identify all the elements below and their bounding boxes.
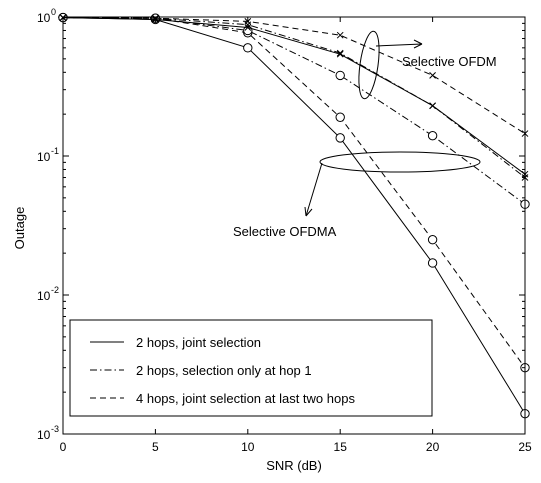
series-3-point-4 (335, 70, 345, 81)
y-tick-exponent-0: 0 (51, 7, 56, 17)
series-line-5 (62, 17, 526, 135)
series-6-point-4 (336, 49, 344, 57)
ofdma-arrow-head (304, 206, 313, 217)
x-tick-label-10: 10 (241, 440, 255, 454)
series-line-4 (62, 17, 526, 175)
plot-frame (62, 16, 526, 435)
ofdm-arrow-head (413, 39, 423, 49)
y-tick-label-1: 10 (37, 150, 51, 164)
x-tick-label-5: 5 (152, 440, 159, 454)
x-tick-label-25: 25 (518, 440, 532, 454)
series-2-point-4 (335, 112, 345, 122)
y-tick-label-3: 10 (37, 428, 51, 442)
series-1-point-4 (335, 133, 345, 143)
legend-label-1: 2 hops, joint selection (136, 335, 261, 350)
series-4-point-3 (244, 24, 252, 31)
x-tick-label-20: 20 (426, 440, 440, 454)
series-line-2 (62, 17, 526, 368)
series-6-point-3 (244, 21, 252, 29)
series-5-point-4 (336, 31, 344, 39)
legend: 2 hops, joint selection 2 hops, selection… (69, 319, 433, 417)
ofdma-arrow-line (305, 162, 323, 217)
ofdm-arrow-line (375, 43, 423, 47)
legend-label-2: 2 hops, selection only at hop 1 (136, 363, 312, 378)
y-tick-label-0: 10 (37, 11, 51, 25)
y-axis-label: Outage (12, 207, 27, 250)
y-tick-label-2: 10 (37, 289, 51, 303)
y-tick-exponent-1: -1 (51, 146, 59, 156)
legend-box (69, 319, 433, 417)
x-tick-label-15: 15 (334, 440, 348, 454)
x-axis-label: SNR (dB) (266, 458, 322, 473)
series-2-point-5 (427, 234, 438, 245)
series-line-3 (62, 17, 526, 205)
annotations: Selective OFDM Selective OFDMA (233, 30, 497, 239)
y-tick-exponent-3: -3 (51, 424, 59, 434)
series-6-point-5 (429, 102, 436, 110)
ofdm-group-ellipse (358, 30, 380, 100)
legend-label-3: 4 hops, joint selection at last two hops (136, 391, 355, 406)
ofdma-annotation-label: Selective OFDMA (233, 224, 337, 239)
series-line-6 (62, 17, 526, 178)
series-5-point-5 (429, 72, 436, 79)
x-tick-label-0: 0 (60, 440, 67, 454)
plot-area (58, 12, 530, 419)
ofdma-group-ellipse (319, 151, 481, 173)
series-3-point-5 (427, 130, 438, 141)
series-1-point-5 (427, 258, 438, 268)
ofdm-annotation-label: Selective OFDM (402, 54, 497, 69)
series-1-point-3 (243, 43, 253, 53)
y-tick-exponent-2: -2 (51, 285, 59, 295)
